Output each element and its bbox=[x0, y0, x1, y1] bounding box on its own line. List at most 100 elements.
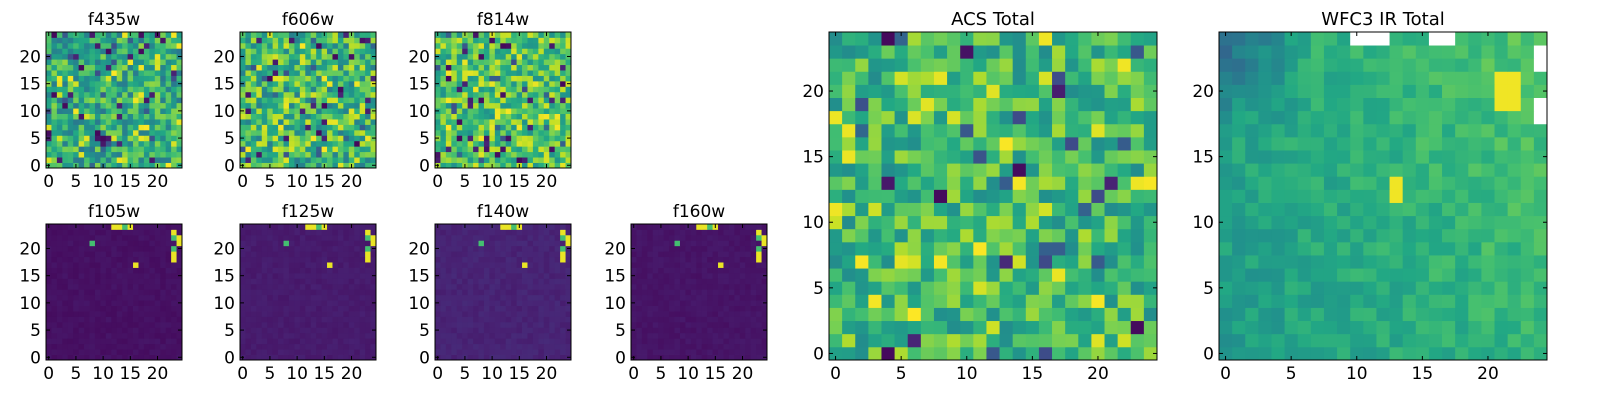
heatmap-cell bbox=[756, 267, 762, 274]
heatmap-cell bbox=[327, 305, 333, 312]
heatmap-cell bbox=[240, 343, 246, 350]
heatmap-cell bbox=[1104, 346, 1119, 361]
heatmap-cell bbox=[354, 224, 361, 230]
heatmap-cell bbox=[111, 32, 118, 38]
heatmap-cell bbox=[51, 311, 58, 317]
heatmap-cell bbox=[365, 316, 371, 323]
heatmap-cell bbox=[494, 338, 501, 345]
heatmap-cell bbox=[245, 113, 252, 120]
heatmap-cell bbox=[522, 272, 528, 279]
heatmap-cell bbox=[138, 240, 145, 247]
heatmap-cell bbox=[473, 64, 479, 71]
heatmap-cell bbox=[288, 135, 295, 142]
heatmap-cell bbox=[105, 278, 112, 285]
heatmap-cell bbox=[467, 162, 474, 169]
heatmap-cell bbox=[663, 229, 670, 236]
heatmap-cell bbox=[456, 108, 463, 114]
heatmap-cell bbox=[149, 108, 156, 114]
heatmap-cell bbox=[999, 189, 1014, 203]
heatmap-cell bbox=[149, 321, 156, 328]
heatmap-cell bbox=[261, 146, 268, 153]
heatmap-cell bbox=[310, 64, 317, 71]
heatmap-cell bbox=[133, 354, 139, 361]
heatmap-cell bbox=[1038, 346, 1053, 361]
heatmap-cell bbox=[462, 70, 469, 76]
heatmap-cell bbox=[641, 251, 648, 258]
heatmap-cell bbox=[56, 80, 63, 87]
heatmap-cell bbox=[321, 70, 328, 76]
heatmap-cell bbox=[165, 59, 172, 66]
heatmap-cell bbox=[105, 305, 112, 312]
heatmap-cell bbox=[511, 300, 517, 306]
heatmap-cell bbox=[473, 59, 479, 66]
heatmap-cell bbox=[505, 140, 512, 147]
heatmap-cell bbox=[663, 338, 670, 345]
heatmap-cell bbox=[761, 283, 768, 290]
heatmap-cell bbox=[176, 91, 183, 98]
heatmap-cell bbox=[451, 124, 458, 131]
heatmap-cell bbox=[829, 268, 843, 282]
heatmap-cell bbox=[483, 272, 490, 279]
heatmap-cell bbox=[489, 102, 496, 109]
heatmap-cell bbox=[165, 262, 172, 268]
heatmap-cell bbox=[500, 48, 507, 55]
heatmap-cell bbox=[500, 91, 507, 98]
heatmap-cell bbox=[149, 343, 156, 350]
heatmap-cell bbox=[337, 311, 344, 317]
heatmap-cell bbox=[359, 262, 366, 268]
heatmap-cell bbox=[701, 327, 708, 334]
heatmap-cell bbox=[636, 305, 643, 312]
heatmap-cell bbox=[171, 311, 177, 317]
heatmap-cell bbox=[920, 307, 935, 322]
heatmap-cell bbox=[283, 332, 290, 339]
heatmap-cell bbox=[435, 267, 441, 274]
heatmap-cell bbox=[690, 229, 697, 236]
heatmap-cell bbox=[240, 283, 246, 290]
heatmap-cell bbox=[960, 189, 974, 203]
heatmap-cell bbox=[1052, 333, 1066, 348]
heatmap-cell bbox=[868, 189, 882, 203]
heatmap-cell bbox=[56, 59, 63, 66]
panel-title: f140w bbox=[477, 202, 529, 222]
heatmap-cell bbox=[1025, 268, 1040, 282]
heatmap-cell bbox=[543, 80, 550, 87]
heatmap-cell bbox=[543, 113, 550, 120]
heatmap-cell bbox=[354, 354, 361, 361]
heatmap-cell bbox=[647, 289, 654, 296]
heatmap-cell bbox=[1052, 294, 1066, 308]
heatmap-cell bbox=[171, 86, 177, 93]
heatmap-cell bbox=[256, 91, 263, 98]
heatmap-cell bbox=[305, 327, 312, 334]
heatmap-cell bbox=[354, 124, 361, 131]
heatmap-cell bbox=[532, 224, 539, 230]
heatmap-cell bbox=[154, 140, 161, 147]
heatmap-cell bbox=[973, 255, 987, 269]
heatmap-cell bbox=[641, 272, 648, 279]
heatmap-cell bbox=[245, 48, 252, 55]
heatmap-cell bbox=[245, 42, 252, 49]
heatmap-cell bbox=[256, 102, 263, 109]
heatmap-cell bbox=[348, 327, 355, 334]
heatmap-cell bbox=[310, 338, 317, 345]
heatmap-cell bbox=[67, 294, 74, 301]
heatmap-cell bbox=[920, 294, 935, 308]
heatmap-cell bbox=[855, 202, 869, 217]
heatmap-cell bbox=[267, 37, 274, 44]
heatmap-cell bbox=[272, 59, 279, 66]
heatmap-cell bbox=[127, 272, 134, 279]
heatmap-cell bbox=[171, 151, 177, 158]
heatmap-cell bbox=[105, 75, 112, 82]
heatmap-cell bbox=[554, 267, 561, 274]
heatmap-cell bbox=[527, 316, 534, 323]
heatmap-cell bbox=[127, 251, 134, 258]
heatmap-cell bbox=[67, 343, 74, 350]
heatmap-cell bbox=[647, 321, 654, 328]
heatmap-cell bbox=[728, 305, 735, 312]
heatmap-cell bbox=[947, 215, 961, 230]
heatmap-cell bbox=[456, 229, 463, 236]
heatmap-cell bbox=[685, 283, 692, 290]
heatmap-cell bbox=[511, 135, 517, 142]
heatmap-cell bbox=[299, 108, 306, 114]
heatmap-cell bbox=[1143, 202, 1158, 217]
heatmap-cells bbox=[631, 224, 768, 361]
